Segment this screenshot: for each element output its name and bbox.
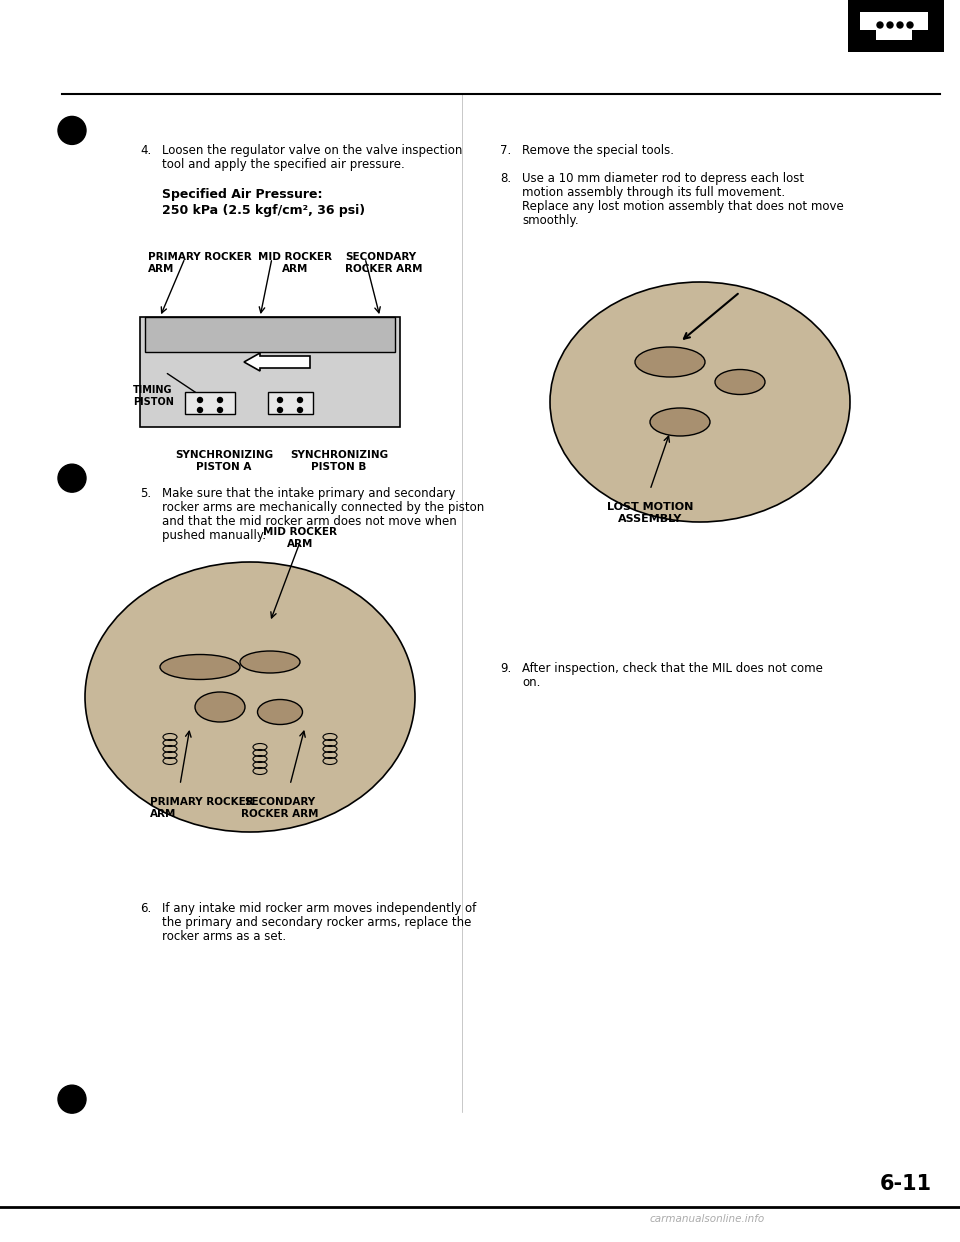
Ellipse shape <box>715 370 765 395</box>
Text: 6-11: 6-11 <box>880 1174 932 1194</box>
Text: 250 kPa (2.5 kgf/cm², 36 psi): 250 kPa (2.5 kgf/cm², 36 psi) <box>162 204 365 217</box>
Text: Remove the special tools.: Remove the special tools. <box>522 144 674 156</box>
Text: SECONDARY
ROCKER ARM: SECONDARY ROCKER ARM <box>241 797 319 818</box>
Text: 4.: 4. <box>140 144 152 156</box>
Text: 8.: 8. <box>500 171 511 185</box>
Ellipse shape <box>550 282 850 522</box>
Text: Make sure that the intake primary and secondary: Make sure that the intake primary and se… <box>162 487 455 501</box>
Text: MID ROCKER
ARM: MID ROCKER ARM <box>263 527 337 549</box>
Ellipse shape <box>85 561 415 832</box>
Text: 9.: 9. <box>500 662 512 674</box>
Circle shape <box>218 407 223 412</box>
Text: 6.: 6. <box>140 902 152 915</box>
FancyBboxPatch shape <box>185 392 235 414</box>
FancyBboxPatch shape <box>268 392 313 414</box>
Text: PRIMARY ROCKER
ARM: PRIMARY ROCKER ARM <box>148 252 252 273</box>
Circle shape <box>218 397 223 402</box>
Ellipse shape <box>240 651 300 673</box>
Text: smoothly.: smoothly. <box>522 214 579 227</box>
Text: 5.: 5. <box>140 487 151 501</box>
Text: pushed manually.: pushed manually. <box>162 529 266 542</box>
Text: tool and apply the specified air pressure.: tool and apply the specified air pressur… <box>162 158 405 171</box>
Text: Use a 10 mm diameter rod to depress each lost: Use a 10 mm diameter rod to depress each… <box>522 171 804 185</box>
Text: If any intake mid rocker arm moves independently of: If any intake mid rocker arm moves indep… <box>162 902 476 915</box>
Text: After inspection, check that the MIL does not come: After inspection, check that the MIL doe… <box>522 662 823 674</box>
Text: Specified Air Pressure:: Specified Air Pressure: <box>162 188 323 201</box>
Ellipse shape <box>160 655 240 679</box>
FancyArrow shape <box>244 353 310 371</box>
Ellipse shape <box>635 347 705 378</box>
Text: motion assembly through its full movement.: motion assembly through its full movemen… <box>522 186 785 199</box>
Circle shape <box>907 22 913 29</box>
Text: on.: on. <box>522 676 540 689</box>
Circle shape <box>58 117 86 144</box>
Circle shape <box>58 1086 86 1113</box>
FancyBboxPatch shape <box>876 29 912 40</box>
Text: the primary and secondary rocker arms, replace the: the primary and secondary rocker arms, r… <box>162 917 471 929</box>
Ellipse shape <box>195 692 245 722</box>
FancyBboxPatch shape <box>848 0 944 52</box>
Circle shape <box>887 22 893 29</box>
FancyBboxPatch shape <box>860 12 928 30</box>
Text: Replace any lost motion assembly that does not move: Replace any lost motion assembly that do… <box>522 200 844 212</box>
Circle shape <box>877 22 883 29</box>
Text: LOST MOTION
ASSEMBLY: LOST MOTION ASSEMBLY <box>607 502 693 524</box>
Ellipse shape <box>257 699 302 724</box>
Text: 7.: 7. <box>500 144 512 156</box>
Text: SYNCHRONIZING
PISTON B: SYNCHRONIZING PISTON B <box>290 450 388 472</box>
Circle shape <box>897 22 903 29</box>
Text: SYNCHRONIZING
PISTON A: SYNCHRONIZING PISTON A <box>175 450 274 472</box>
Text: rocker arms as a set.: rocker arms as a set. <box>162 930 286 943</box>
Circle shape <box>298 407 302 412</box>
Text: SECONDARY
ROCKER ARM: SECONDARY ROCKER ARM <box>345 252 422 273</box>
Circle shape <box>198 397 203 402</box>
Text: carmanualsonline.info: carmanualsonline.info <box>650 1213 765 1225</box>
Ellipse shape <box>650 409 710 436</box>
Text: PRIMARY ROCKER
ARM: PRIMARY ROCKER ARM <box>150 797 253 818</box>
FancyBboxPatch shape <box>145 317 395 351</box>
Circle shape <box>198 407 203 412</box>
Circle shape <box>58 465 86 492</box>
FancyBboxPatch shape <box>140 317 400 427</box>
Circle shape <box>277 407 282 412</box>
Text: MID ROCKER
ARM: MID ROCKER ARM <box>258 252 332 273</box>
Circle shape <box>277 397 282 402</box>
Text: TIMING
PISTON: TIMING PISTON <box>133 385 174 406</box>
Text: rocker arms are mechanically connected by the piston: rocker arms are mechanically connected b… <box>162 501 484 514</box>
Circle shape <box>298 397 302 402</box>
Text: and that the mid rocker arm does not move when: and that the mid rocker arm does not mov… <box>162 515 457 528</box>
Text: Loosen the regulator valve on the valve inspection: Loosen the regulator valve on the valve … <box>162 144 463 156</box>
